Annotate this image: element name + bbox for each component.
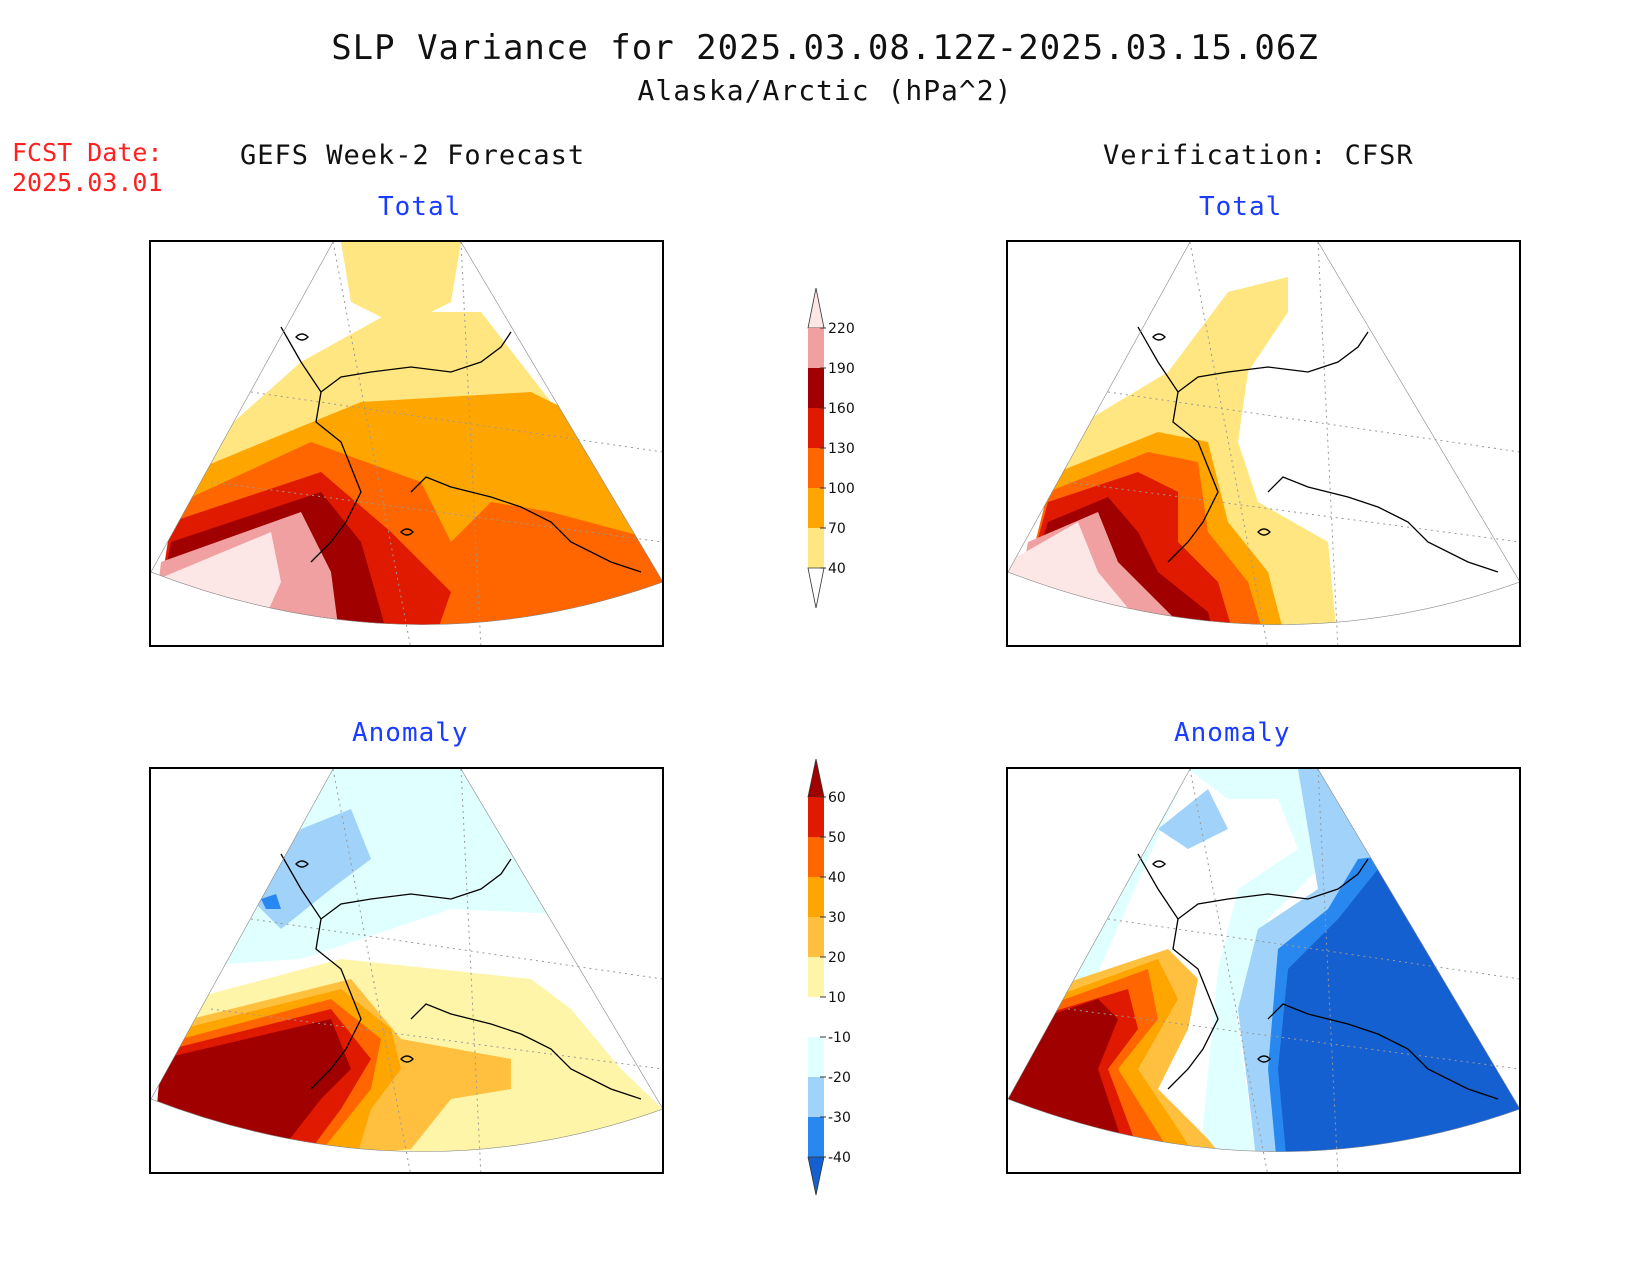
map-cfsr-anomaly [1006,767,1521,1174]
colorbar-label: -20 [828,1070,851,1086]
colorbar-swatch [808,1117,824,1157]
colorbar-label: 50 [828,830,846,846]
colorbar-swatch [808,877,824,917]
colorbar-swatch [808,328,824,368]
colorbar-arrow-top [807,758,825,798]
colorbar-label: 220 [828,321,855,337]
colorbar-anomaly: 60 50 40 30 20 10 -10 -20 -30 -40 [807,758,851,1196]
panel-title-top-right: Total [1199,192,1283,222]
colorbar-label: 40 [828,561,846,577]
colorbar-label: 130 [828,441,855,457]
map-gefs-anomaly [149,767,664,1174]
colorbar-label: 40 [828,870,846,886]
colorbar-swatch [808,488,824,528]
colorbar-label: -40 [828,1150,851,1166]
colorbar-label: 30 [828,910,846,926]
colorbar-swatch [808,368,824,408]
left-column-title: GEFS Week-2 Forecast [240,140,586,171]
panel-title-bottom-right: Anomaly [1174,718,1291,748]
fcst-date-label: FCST Date: [12,138,163,167]
colorbar-swatch [808,1037,824,1077]
map-gefs-total [149,240,664,647]
colorbar-swatch [808,797,824,837]
colorbar-arrow-bottom [807,567,825,609]
colorbar-swatch [808,528,824,568]
colorbar-label: 70 [828,521,846,537]
colorbar-swatch [808,837,824,877]
page-title: SLP Variance for 2025.03.08.12Z-2025.03.… [331,28,1319,68]
colorbar-arrow-top [807,287,825,329]
panel-title-top-left: Total [378,192,462,222]
colorbar-swatch [808,917,824,957]
colorbar-label: 20 [828,950,846,966]
colorbar-total: 220 190 160 130 100 70 40 [807,287,855,609]
map-cfsr-total [1006,240,1521,647]
fcst-date-block: FCST Date: 2025.03.01 [12,138,163,198]
colorbar-label: 190 [828,361,855,377]
panel-title-bottom-left: Anomaly [352,718,469,748]
colorbar-label: 60 [828,790,846,806]
colorbar-label: -30 [828,1110,851,1126]
colorbar-swatch [808,408,824,448]
colorbar-label: 160 [828,401,855,417]
right-column-title: Verification: CFSR [1103,140,1414,171]
colorbar-label: 100 [828,481,855,497]
page-subtitle: Alaska/Arctic (hPa^2) [637,74,1013,107]
colorbar-swatch [808,448,824,488]
colorbar-label: 10 [828,990,846,1006]
colorbar-swatch [808,1077,824,1117]
fcst-date-value: 2025.03.01 [12,168,163,197]
colorbar-swatch [808,997,824,1037]
colorbar-swatch [808,957,824,997]
colorbar-arrow-bottom [807,1156,825,1196]
colorbar-label: -10 [828,1030,851,1046]
